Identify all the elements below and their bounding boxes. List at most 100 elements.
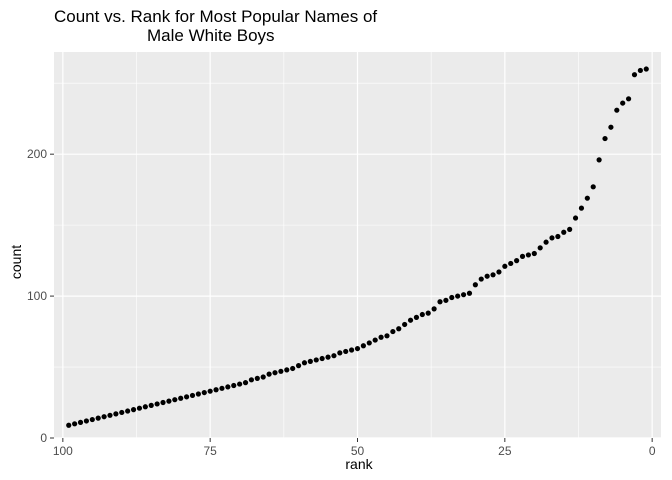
data-point [531,250,537,257]
data-point [455,293,461,299]
data-point [142,404,148,410]
data-point [620,100,626,106]
data-point [119,409,125,416]
data-point [172,397,178,403]
data-point [225,384,231,390]
data-point [160,399,166,406]
data-point [572,215,579,221]
data-point [514,258,520,264]
y-axis-tick-labels: 0 100 200 [27,147,47,445]
data-point [301,360,308,366]
data-points [66,66,649,428]
data-point [89,416,95,423]
data-point [307,358,313,364]
data-point [484,273,490,279]
x-axis-title: rank [345,456,373,472]
data-point [219,385,225,391]
data-point [460,292,467,298]
data-point [496,269,502,275]
data-point [107,412,113,418]
data-point [625,96,632,102]
data-point [83,418,90,424]
data-point [154,401,160,407]
data-point [178,395,184,401]
y-tick-label-200: 200 [27,147,47,161]
data-point [254,375,260,381]
data-point [242,380,249,386]
data-point [66,422,72,428]
data-point [519,253,526,259]
chart-title-line-2: Male White Boys [147,26,275,45]
major-gridlines [54,52,661,439]
data-point [584,195,590,201]
data-point [183,394,190,400]
data-point [237,381,243,387]
data-point [266,371,272,377]
data-point [248,377,255,383]
data-point [419,311,425,318]
data-point [195,391,201,397]
data-point [113,411,119,417]
data-point [260,374,266,380]
data-point [407,317,414,323]
x-tick-label-100: 100 [53,444,73,458]
data-point [284,367,290,373]
data-point [290,365,296,372]
data-point [643,66,649,72]
data-point [166,398,172,404]
data-point [508,260,514,267]
data-point [372,337,378,343]
data-point [390,328,396,335]
data-point [148,402,154,408]
y-tick-label-0: 0 [40,431,47,445]
y-tick-label-100: 100 [27,289,47,303]
data-point [337,350,343,356]
data-point [295,363,302,369]
data-point [525,252,532,258]
data-point [278,368,284,374]
data-point [537,245,543,251]
data-point [431,306,437,312]
data-point [443,297,449,303]
data-point [313,357,319,363]
data-point [596,157,602,163]
data-point [396,326,402,332]
data-point [366,340,372,346]
data-point [466,290,473,296]
x-tick-label-25: 25 [498,444,512,458]
data-point [590,184,596,190]
data-point [360,343,366,349]
data-point [343,348,349,355]
data-point [602,135,608,142]
data-point [402,321,408,328]
data-point [95,415,101,421]
data-point [449,294,455,301]
data-point [413,314,420,320]
data-point [490,272,496,278]
data-point [437,299,443,305]
data-point [578,205,585,211]
data-point [425,310,431,316]
data-point [325,354,331,360]
data-point [637,67,643,74]
data-point [349,347,355,353]
data-point [354,345,361,352]
data-point [231,382,237,389]
data-point [614,107,620,113]
data-point [561,229,567,235]
data-point [72,421,78,427]
data-point [502,263,508,269]
data-point [331,353,337,359]
data-point [213,387,219,393]
data-point [77,419,84,425]
data-point [189,392,196,399]
data-point [136,405,143,411]
chart-title-line-1: Count vs. Rank for Most Popular Names of [54,7,377,26]
data-point [472,282,478,288]
data-point [555,233,561,240]
data-point [478,276,484,282]
y-axis-title: count [8,245,24,279]
data-point [384,333,390,339]
data-point [378,334,384,340]
